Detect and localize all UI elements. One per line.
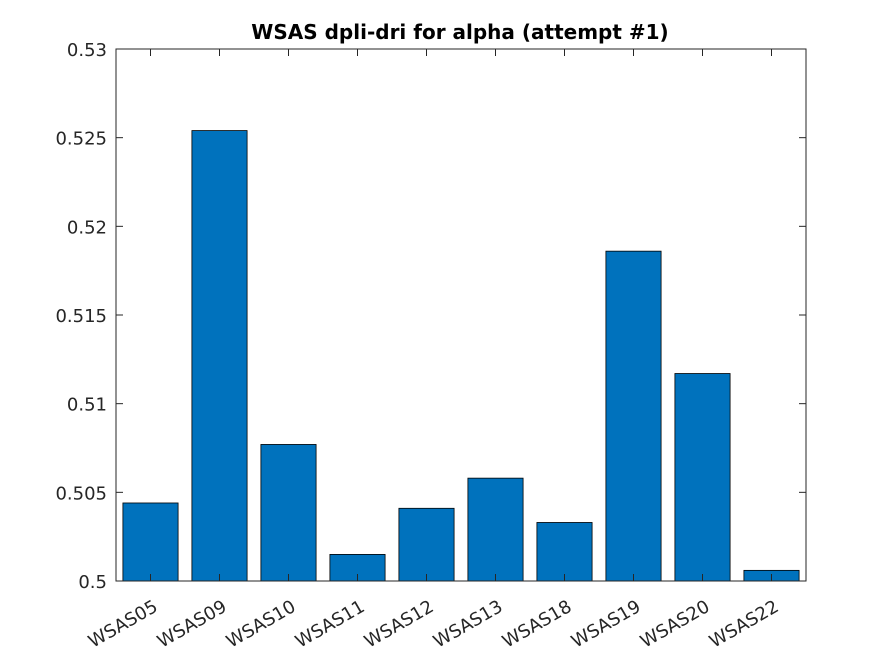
y-tick-label: 0.53 <box>67 40 107 61</box>
y-tick-label: 0.525 <box>55 129 107 150</box>
bar-wsas18 <box>536 522 593 582</box>
bars-group <box>122 130 800 582</box>
axes-box <box>115 48 807 582</box>
y-tick-label: 0.51 <box>67 395 107 416</box>
x-tick-label-wsas09: WSAS09 <box>154 596 230 652</box>
bar-wsas10 <box>260 444 317 582</box>
x-tick-label-wsas19: WSAS19 <box>568 596 644 652</box>
x-tick-label-wsas18: WSAS18 <box>499 596 575 652</box>
bar-wsas20 <box>674 373 731 582</box>
bar-wsas19 <box>605 250 662 582</box>
y-axis-ticks: 0.5 0.505 0.51 0.515 0.52 0.525 0.53 <box>55 40 806 593</box>
x-tick-label-wsas12: WSAS12 <box>361 596 437 652</box>
x-tick-label-wsas20: WSAS20 <box>637 596 713 652</box>
y-tick-label: 0.505 <box>55 483 107 504</box>
x-tick-label-wsas05: WSAS05 <box>85 596 161 652</box>
y-tick-label: 0.5 <box>78 572 107 593</box>
bar-wsas05 <box>122 502 179 582</box>
bar-wsas12 <box>398 507 455 582</box>
y-tick-label: 0.515 <box>55 306 107 327</box>
chart-title: WSAS dpli-dri for alpha (attempt #1) <box>251 20 668 44</box>
bar-wsas13 <box>467 477 524 582</box>
bar-wsas09 <box>191 130 248 582</box>
y-tick-label: 0.52 <box>67 217 107 238</box>
x-tick-label-wsas13: WSAS13 <box>430 596 506 652</box>
x-tick-label-wsas11: WSAS11 <box>292 596 368 652</box>
x-tick-label-wsas22: WSAS22 <box>706 596 782 652</box>
x-tick-label-wsas10: WSAS10 <box>223 596 299 652</box>
